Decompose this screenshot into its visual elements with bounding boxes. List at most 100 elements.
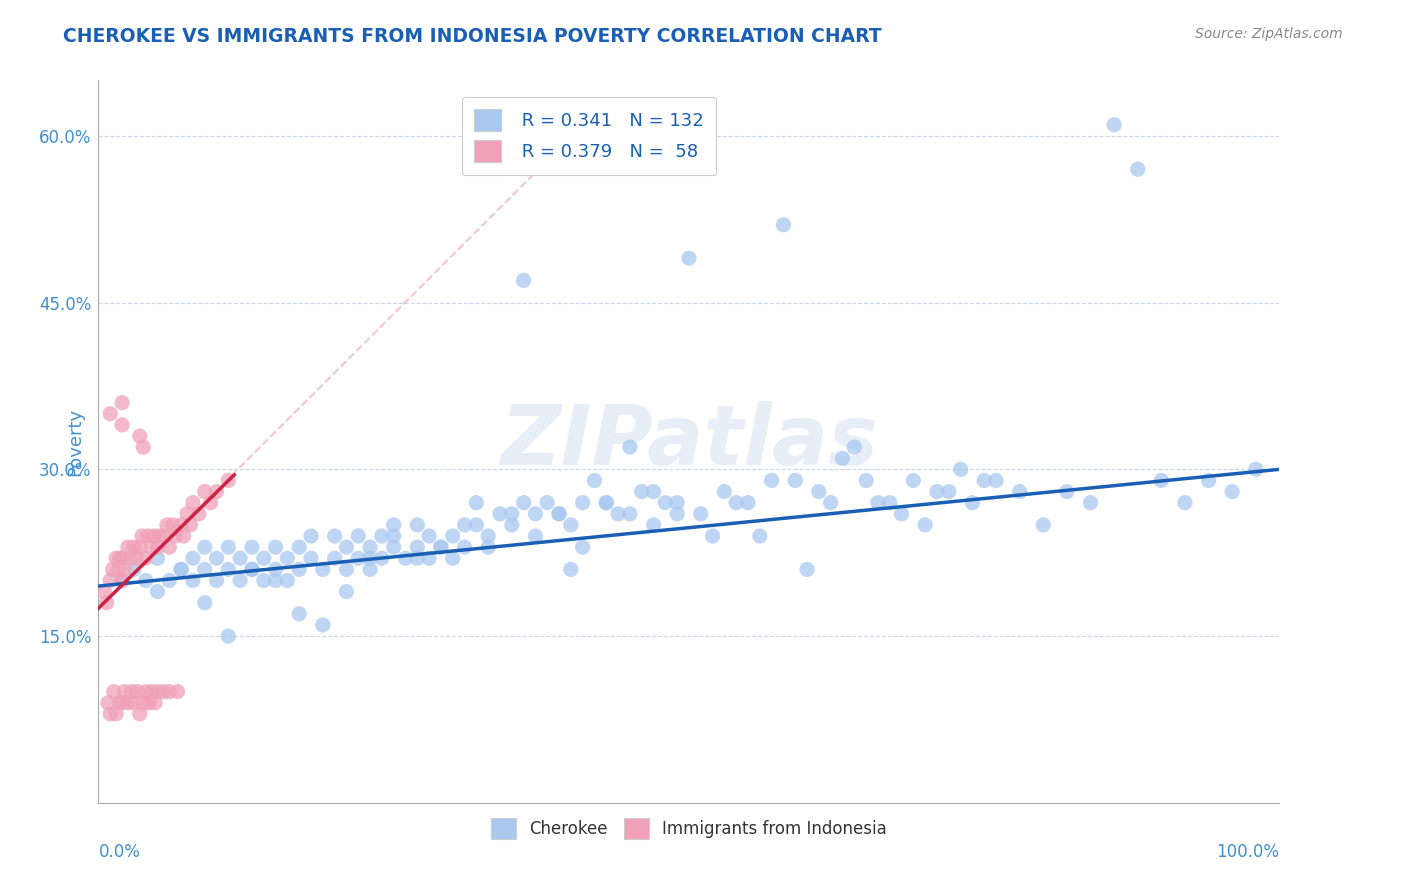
Point	[181, 574, 204, 588]
Point	[205, 551, 228, 566]
Point	[394, 551, 416, 566]
Point	[288, 562, 311, 576]
Point	[111, 551, 134, 566]
Point	[666, 507, 689, 521]
Point	[536, 496, 558, 510]
Point	[98, 706, 121, 721]
Point	[142, 529, 165, 543]
Point	[122, 540, 145, 554]
Point	[128, 706, 150, 721]
Point	[253, 551, 276, 566]
Point	[465, 517, 488, 532]
Point	[371, 529, 394, 543]
Point	[583, 474, 606, 488]
Point	[194, 596, 217, 610]
Point	[135, 574, 157, 588]
Point	[127, 684, 149, 698]
Point	[205, 574, 228, 588]
Point	[299, 551, 322, 566]
Point	[984, 474, 1007, 488]
Point	[807, 484, 830, 499]
Point	[382, 540, 405, 554]
Point	[112, 562, 135, 576]
Point	[879, 496, 901, 510]
Point	[1220, 484, 1243, 499]
Point	[512, 273, 534, 287]
Point	[560, 517, 582, 532]
Point	[335, 562, 357, 576]
Point	[1198, 474, 1220, 488]
Point	[796, 562, 818, 576]
Point	[1244, 462, 1267, 476]
Point	[406, 551, 429, 566]
Point	[112, 684, 135, 698]
Point	[121, 684, 143, 698]
Point	[441, 551, 464, 566]
Point	[844, 440, 866, 454]
Point	[312, 618, 335, 632]
Point	[406, 517, 429, 532]
Point	[135, 551, 157, 566]
Point	[1150, 474, 1173, 488]
Point	[146, 540, 169, 554]
Point	[595, 496, 617, 510]
Point	[890, 507, 912, 521]
Point	[430, 540, 453, 554]
Point	[165, 529, 187, 543]
Point	[359, 551, 381, 566]
Text: CHEROKEE VS IMMIGRANTS FROM INDONESIA POVERTY CORRELATION CHART: CHEROKEE VS IMMIGRANTS FROM INDONESIA PO…	[63, 27, 882, 45]
Point	[264, 574, 287, 588]
Point	[595, 496, 617, 510]
Point	[170, 562, 193, 576]
Point	[264, 540, 287, 554]
Point	[111, 574, 134, 588]
Point	[105, 551, 128, 566]
Point	[170, 517, 193, 532]
Y-axis label: Poverty: Poverty	[66, 408, 84, 475]
Point	[122, 696, 145, 710]
Point	[299, 529, 322, 543]
Point	[643, 517, 665, 532]
Point	[512, 496, 534, 510]
Point	[172, 529, 194, 543]
Point	[157, 684, 180, 698]
Point	[949, 462, 972, 476]
Point	[229, 574, 252, 588]
Point	[131, 529, 153, 543]
Point	[276, 551, 298, 566]
Point	[643, 484, 665, 499]
Point	[146, 684, 169, 698]
Point	[253, 574, 276, 588]
Point	[276, 574, 298, 588]
Point	[501, 517, 523, 532]
Point	[371, 551, 394, 566]
Point	[831, 451, 853, 466]
Legend: Cherokee, Immigrants from Indonesia: Cherokee, Immigrants from Indonesia	[481, 808, 897, 848]
Point	[217, 562, 239, 576]
Point	[264, 562, 287, 576]
Text: 100.0%: 100.0%	[1216, 843, 1279, 861]
Point	[855, 474, 877, 488]
Point	[181, 496, 204, 510]
Point	[111, 395, 134, 409]
Point	[571, 540, 593, 554]
Point	[111, 417, 134, 432]
Point	[335, 584, 357, 599]
Point	[229, 551, 252, 566]
Point	[666, 496, 689, 510]
Point	[548, 507, 571, 521]
Point	[152, 684, 174, 698]
Point	[217, 629, 239, 643]
Point	[1032, 517, 1054, 532]
Point	[453, 540, 475, 554]
Point	[678, 251, 700, 265]
Point	[125, 551, 148, 566]
Point	[117, 540, 139, 554]
Point	[323, 551, 346, 566]
Point	[107, 562, 129, 576]
Point	[200, 496, 222, 510]
Point	[146, 584, 169, 599]
Point	[347, 551, 370, 566]
Point	[217, 474, 239, 488]
Point	[128, 540, 150, 554]
